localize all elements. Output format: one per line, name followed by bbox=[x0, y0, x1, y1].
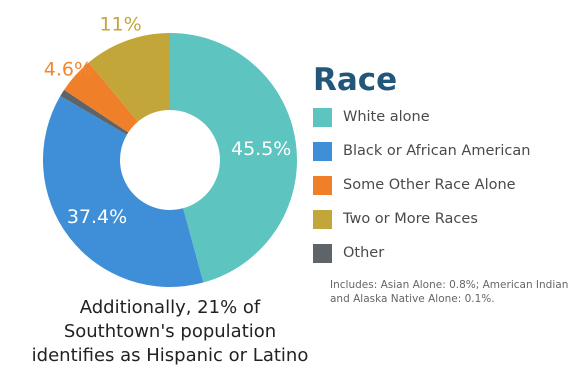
legend: White alone Black or African American So… bbox=[313, 106, 583, 276]
slice-white-alone bbox=[170, 33, 297, 283]
legend-title: Race bbox=[313, 62, 398, 98]
legend-label-other: Other bbox=[343, 245, 385, 261]
legend-item-other: Other bbox=[313, 242, 583, 276]
legend-item-white: White alone bbox=[313, 106, 583, 140]
legend-swatch-two-or-more bbox=[313, 210, 332, 229]
donut-slice-labels: 45.5% 37.4% 4.6% 11% bbox=[44, 14, 292, 228]
footnote-line-2: Southtown's population bbox=[63, 321, 277, 342]
footnote-line-1: Additionally, 21% of bbox=[79, 297, 261, 318]
legend-item-black: Black or African American bbox=[313, 140, 583, 174]
donut-slices bbox=[43, 33, 297, 287]
slice-other bbox=[60, 89, 129, 135]
legend-swatch-black bbox=[313, 142, 332, 161]
slice-label-two-or-more-races: 11% bbox=[99, 14, 141, 36]
legend-note: Includes: Asian Alone: 0.8%; American In… bbox=[330, 279, 569, 305]
slice-some-other-race-alone bbox=[64, 62, 138, 133]
slice-label-white-alone: 45.5% bbox=[231, 138, 291, 160]
slice-black-or-african-american bbox=[43, 96, 204, 287]
legend-label-some-other: Some Other Race Alone bbox=[343, 177, 516, 193]
legend-label-black: Black or African American bbox=[343, 143, 531, 159]
hispanic-footnote: Additionally, 21% of Southtown's populat… bbox=[0, 296, 340, 368]
footnote-line-3: identifies as Hispanic or Latino bbox=[31, 345, 309, 366]
legend-item-some-other: Some Other Race Alone bbox=[313, 174, 583, 208]
legend-label-two-or-more: Two or More Races bbox=[343, 211, 478, 227]
legend-swatch-some-other bbox=[313, 176, 332, 195]
slice-label-some-other-race-alone: 4.6% bbox=[44, 59, 92, 81]
slice-two-or-more-races bbox=[88, 33, 170, 122]
legend-swatch-other bbox=[313, 244, 332, 263]
slice-label-black-or-african-american: 37.4% bbox=[67, 206, 127, 228]
legend-label-white: White alone bbox=[343, 109, 430, 125]
legend-swatch-white bbox=[313, 108, 332, 127]
legend-item-two-or-more: Two or More Races bbox=[313, 208, 583, 242]
